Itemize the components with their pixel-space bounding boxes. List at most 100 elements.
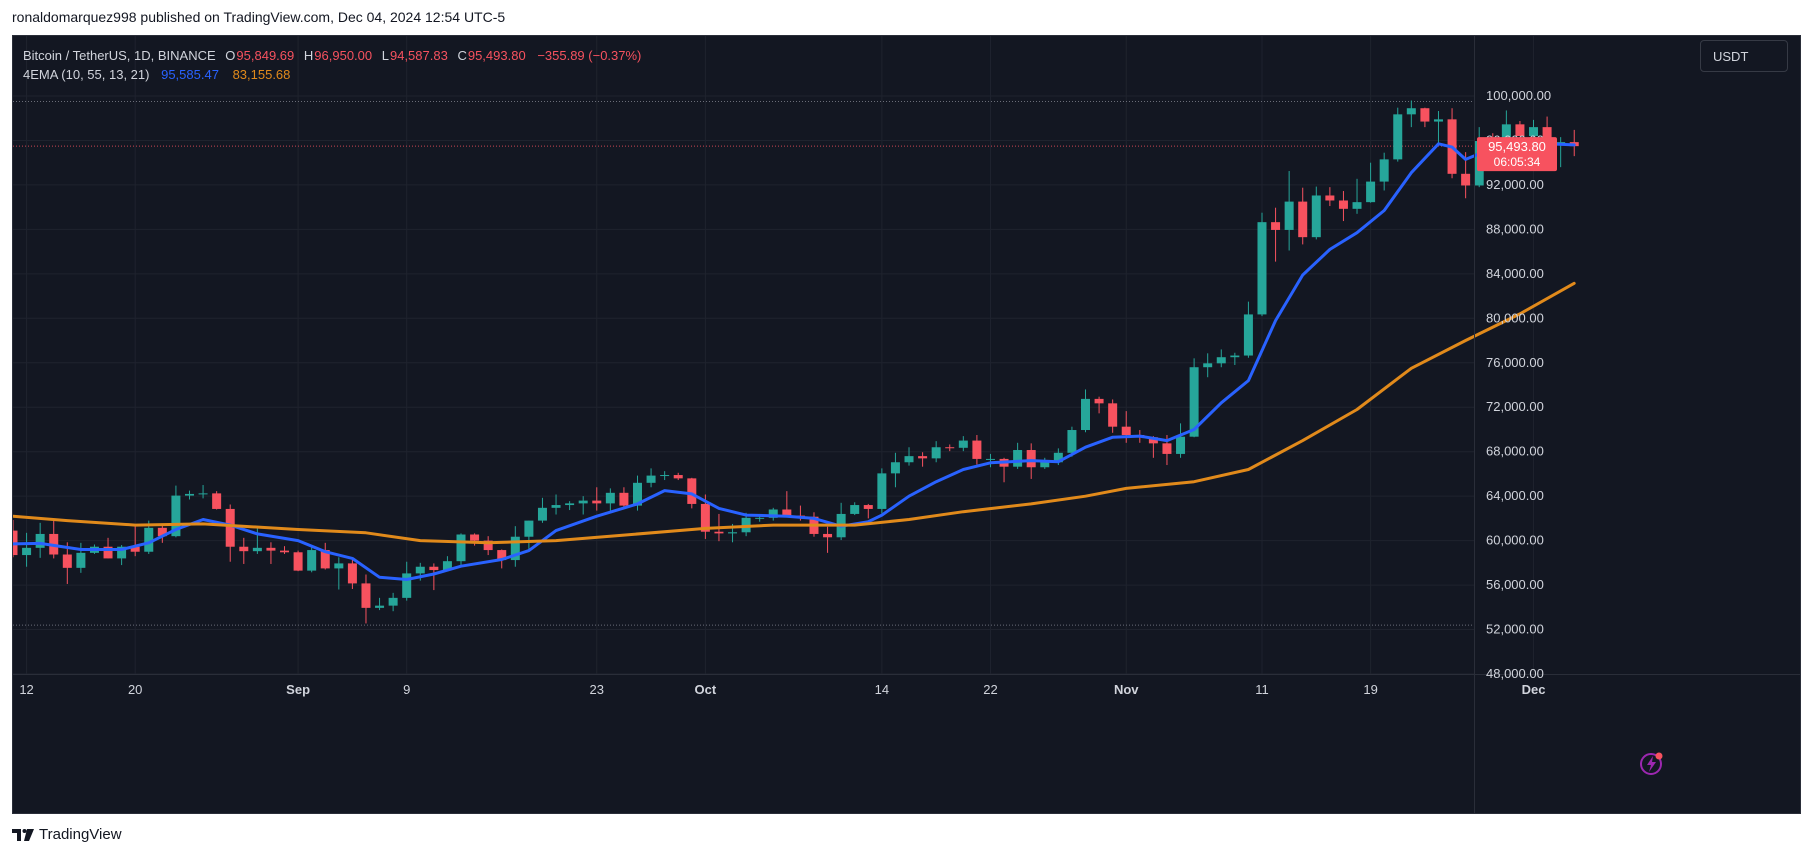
footer-brand: TradingView: [39, 826, 122, 843]
lightning-icon-ring: [1640, 753, 1662, 775]
legend-high-label: H: [303, 48, 314, 63]
candle-up: [22, 547, 32, 556]
candle-up: [904, 456, 914, 463]
candle-up: [1406, 108, 1416, 115]
candle-down: [1542, 127, 1552, 143]
candle-down: [687, 478, 697, 504]
candle-down: [1515, 124, 1525, 137]
candle-up: [646, 475, 656, 483]
grid: [13, 36, 1535, 675]
price-tick-label: 88,000.00: [1486, 221, 1544, 236]
candle-down: [429, 566, 439, 571]
candle-up: [198, 493, 208, 495]
candle-up: [958, 440, 968, 448]
candle-down: [782, 509, 792, 516]
candle-down: [225, 508, 235, 547]
indicator-value-fast: 95,585.47: [161, 67, 219, 82]
price-tick-label: 48,000.00: [1486, 666, 1544, 681]
candle-up: [442, 561, 452, 571]
candle-up: [375, 605, 385, 608]
price-tick-label: 80,000.00: [1486, 310, 1544, 325]
publisher-line: ronaldomarquez998 published on TradingVi…: [12, 9, 506, 25]
time-tick-label: 22: [983, 682, 997, 697]
indicator-name[interactable]: 4EMA (10, 55, 13, 21): [23, 67, 150, 82]
candle-up: [1243, 314, 1253, 356]
candle-down: [497, 550, 507, 561]
price-tick-label: 64,000.00: [1486, 488, 1544, 503]
tradingview-logo[interactable]: TradingView: [12, 826, 122, 843]
lightning-icon[interactable]: [1640, 752, 1663, 775]
countdown-label: 06:05:34: [1494, 155, 1541, 169]
candle-down: [1162, 443, 1172, 454]
candle-down: [1121, 426, 1131, 436]
time-scale: 12 20 Sep 9 23 Oct 14 22 Nov 11 19 Dec: [19, 682, 1545, 697]
candle-down: [1325, 195, 1335, 201]
candle-up: [1257, 222, 1267, 315]
candle-down: [320, 550, 330, 569]
candle-up: [1556, 142, 1566, 144]
time-tick-label: 11: [1255, 682, 1269, 697]
legend-ohlc-row: Bitcoin / TetherUS, 1D, BINANCE O95,849.…: [23, 46, 641, 65]
chart-panel[interactable]: Bitcoin / TetherUS, 1D, BINANCE O95,849.…: [12, 35, 1801, 814]
candle-up: [456, 534, 466, 562]
legend-open: 95,849.69: [236, 48, 295, 63]
time-tick-label: Sep: [286, 682, 310, 697]
legend-high: 96,950.00: [314, 48, 373, 63]
candle-up: [184, 493, 194, 496]
candle-down: [130, 546, 140, 552]
time-tick-label: Dec: [1522, 682, 1546, 697]
price-tick-label: 76,000.00: [1486, 355, 1544, 370]
candle-up: [1501, 124, 1511, 145]
candle-down: [361, 583, 371, 608]
candle-down: [483, 540, 493, 551]
time-tick-label: 12: [19, 682, 33, 697]
candle-up: [1203, 363, 1213, 368]
candle-up: [1176, 436, 1186, 454]
price-tick-label: 68,000.00: [1486, 444, 1544, 459]
candle-down: [918, 456, 928, 459]
time-tick-label: Oct: [695, 682, 717, 697]
candle-down: [1271, 222, 1281, 230]
candle-up: [1284, 201, 1294, 230]
price-tick-label: 56,000.00: [1486, 577, 1544, 592]
price-tick-label: 100,000.00: [1486, 88, 1551, 103]
candle-up: [307, 550, 317, 571]
candle-down: [972, 440, 982, 459]
candle-up: [524, 520, 534, 537]
candle-up: [1379, 159, 1389, 182]
candle-up: [660, 475, 670, 477]
candle-up: [144, 527, 154, 552]
candlestick-chart[interactable]: 48,000.00 52,000.00 56,000.00 60,000.00 64,0…: [13, 36, 1800, 813]
candle-down: [673, 475, 683, 479]
candle-up: [1040, 462, 1050, 468]
candle-down: [347, 563, 357, 584]
legend-symbol[interactable]: Bitcoin / TetherUS, 1D, BINANCE: [23, 48, 216, 63]
candle-up: [1013, 450, 1023, 467]
candle-up: [415, 566, 425, 574]
candle-up: [510, 536, 520, 561]
candle-up: [1311, 195, 1321, 238]
time-tick-label: 23: [590, 682, 604, 697]
candle-up: [890, 462, 900, 474]
candle-up: [1529, 127, 1539, 137]
candle-down: [619, 492, 629, 506]
price-tick-label: 52,000.00: [1486, 622, 1544, 637]
currency-button[interactable]: USDT: [1700, 40, 1788, 72]
candle-down: [266, 547, 276, 551]
legend-low: 94,587.83: [389, 48, 448, 63]
candle-up: [1216, 357, 1226, 364]
candle-up: [768, 509, 778, 518]
candle-down: [1298, 201, 1308, 238]
legend-low-label: L: [381, 48, 389, 63]
candle-up: [1067, 430, 1077, 453]
candle-down: [1148, 437, 1158, 444]
current-price-label: 95,493.80: [1488, 139, 1546, 154]
price-scale: 48,000.00 52,000.00 56,000.00 60,000.00 64,0…: [1486, 88, 1551, 681]
price-tick-label: 92,000.00: [1486, 177, 1544, 192]
candle-up: [334, 563, 344, 569]
legend-close-label: C: [457, 48, 467, 63]
tradingview-logo-icon: [12, 828, 34, 841]
candle-up: [1433, 119, 1443, 122]
time-tick-label: Nov: [1114, 682, 1139, 697]
